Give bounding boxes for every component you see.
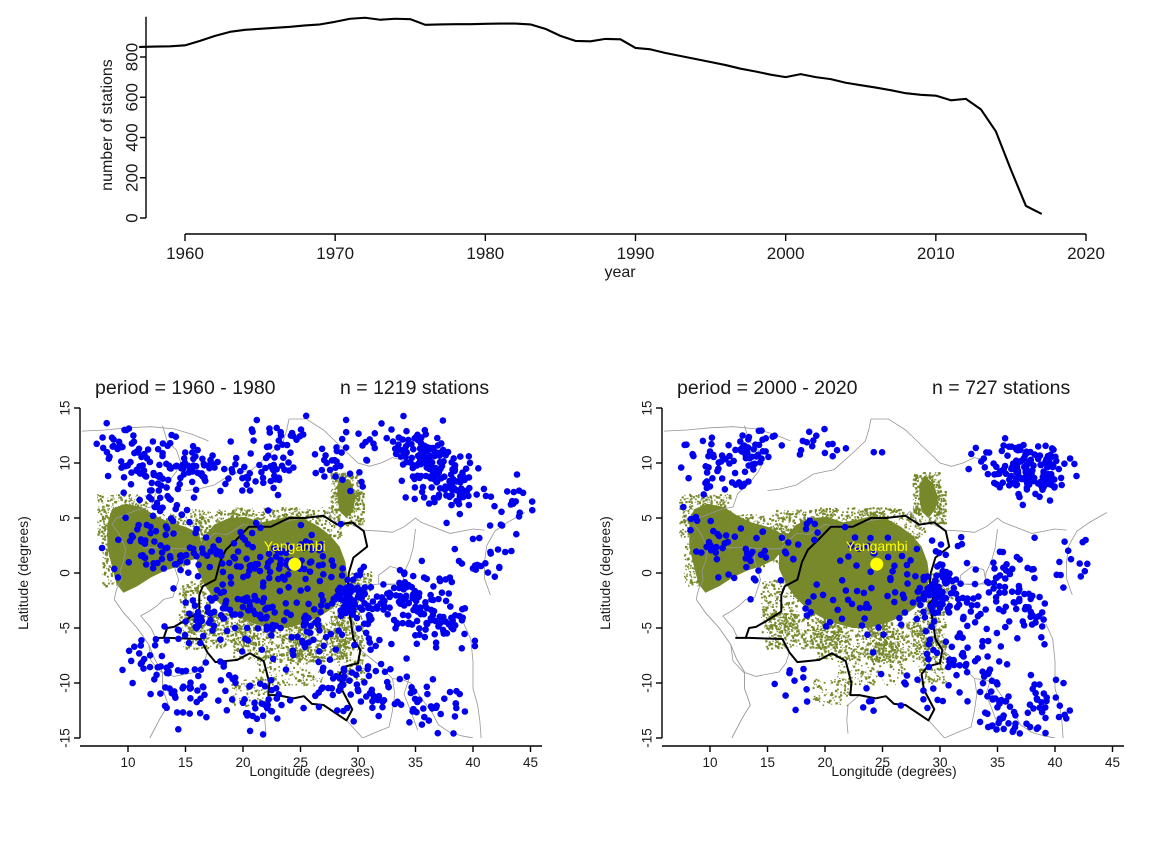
country-border-17 [1066,512,1107,596]
map-y-axis-title-right: Latitude (degrees) [597,516,613,630]
yangambi-label: Yangambi [846,538,908,554]
country-border-7 [185,418,290,491]
country-border-10 [984,528,998,585]
country-border-14 [944,678,978,738]
country-border-13 [360,649,412,684]
country-border-0 [82,426,209,442]
map-y-tick-label: 10 [58,455,73,470]
map-y-tick-label: 10 [640,455,655,470]
map-y-tick-label: 0 [58,569,73,577]
yangambi-marker [288,557,302,571]
map-x-tick-label: 10 [120,755,135,770]
country-border-17 [484,512,525,596]
map-body-left: Yangambi [82,412,536,738]
map-panel-1960-1980: period = 1960 - 1980 n = 1219 stations Y… [10,368,570,788]
map-svg-right: period = 2000 - 2020 n = 727 stations Ya… [597,377,1124,779]
map-axes-right: -15 -10 -5 0 5 10 15 10 15 20 25 30 35 40 45 [640,400,1124,770]
country-border-18 [1045,623,1056,689]
x-tick-label: 1960 [166,244,204,263]
map-x-tick-label: 35 [408,755,423,770]
map-x-tick-label: 25 [293,755,308,770]
x-tick-label: 1980 [466,244,504,263]
yangambi-label: Yangambi [264,538,326,554]
map-x-tick-label: 30 [932,755,947,770]
country-border-14 [362,678,396,738]
y-tick-label: 200 [122,164,141,192]
map-y-tick-label: 0 [640,569,655,577]
map-title-count-left: n = 1219 stations [340,377,489,399]
country-border-5 [140,615,156,639]
map-y-tick-label: 5 [640,514,655,522]
map-y-tick-label: -5 [58,622,73,634]
y-tick-label: 600 [122,83,141,111]
map-y-tick-label: -15 [58,728,73,748]
map-x-tick-label: 15 [760,755,775,770]
map-x-tick-label: 20 [817,755,832,770]
coastline-1 [461,735,474,738]
map-x-tick-label: 45 [523,755,538,770]
x-tick-label: 1990 [617,244,655,263]
map-title-period-right: period = 2000 - 2020 [677,377,858,399]
map-x-tick-label: 20 [235,755,250,770]
y-tick-label: 800 [122,43,141,71]
x-axis-title: year [604,264,636,281]
map-x-tick-label: 40 [465,755,480,770]
country-border-21 [346,720,363,738]
map-x-tick-label: 30 [350,755,365,770]
coastline-0 [113,599,169,738]
x-tick-label: 2000 [767,244,805,263]
country-border-20 [730,644,790,677]
country-border-16 [992,682,1044,737]
x-tick-label: 2010 [917,244,955,263]
y-axis-title: number of stations [99,59,116,191]
country-border-18 [463,623,474,689]
country-border-2 [111,524,127,600]
stations-timeseries-chart: 0 200 400 600 800 1960 1970 1980 1990 2000 2010 202… [0,0,1152,300]
map-y-tick-label: -15 [640,728,655,748]
map-x-tick-label: 25 [875,755,890,770]
coastline-0 [695,599,751,738]
map-y-tick-label: 15 [58,400,73,415]
map-y-tick-label: -5 [640,622,655,634]
country-border-8 [289,418,405,467]
map-x-tick-label: 15 [178,755,193,770]
map-y-tick-label: -10 [58,673,73,693]
timeseries-axes [140,16,1087,241]
map-y-axis-title-left: Latitude (degrees) [15,516,31,630]
map-panel-2000-2020: period = 2000 - 2020 n = 727 stations Ya… [592,368,1152,788]
map-x-axis-title-right: Longitude (degrees) [831,763,956,779]
station-points [93,412,536,738]
map-axes-left: -15 -10 -5 0 5 10 15 10 15 20 25 30 35 40 45 [58,400,542,770]
station-points [677,425,1091,737]
country-border-21 [928,720,945,738]
country-border-19 [846,694,860,734]
yangambi-marker [870,557,884,571]
country-border-8 [871,418,987,467]
x-tick-label: 1970 [316,244,354,263]
map-y-tick-label: -10 [640,673,655,693]
map-body-right: Yangambi [664,418,1107,738]
map-x-tick-label: 40 [1047,755,1062,770]
country-border-7 [767,418,872,491]
timeseries-tick-labels: 0 200 400 600 800 1960 1970 1980 1990 2000 2010 202… [122,43,1104,263]
map-x-axis-title-left: Longitude (degrees) [249,763,374,779]
map-title-period-left: period = 1960 - 1980 [95,377,276,399]
map-y-tick-label: 15 [640,400,655,415]
map-x-tick-label: 45 [1105,755,1120,770]
lake-outline-1 [403,676,419,731]
country-border-5 [722,615,738,639]
country-border-15 [472,688,482,738]
country-border-2 [693,524,709,600]
y-tick-label: 400 [122,123,141,151]
x-tick-label: 2020 [1067,244,1105,263]
map-x-tick-label: 35 [990,755,1005,770]
map-svg-left: period = 1960 - 1980 n = 1219 stations Y… [15,377,542,779]
stations-trend-line [138,16,1042,215]
y-tick-label: 0 [122,213,141,222]
map-y-tick-label: 5 [58,514,73,522]
map-x-tick-label: 10 [702,755,717,770]
map-title-count-right: n = 727 stations [932,377,1070,399]
timeseries-svg: 0 200 400 600 800 1960 1970 1980 1990 2000 2010 202… [99,16,1105,281]
